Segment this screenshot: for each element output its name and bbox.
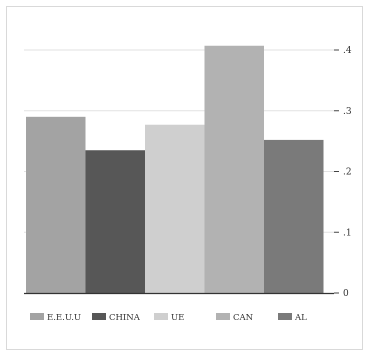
- legend-swatch: [216, 313, 230, 320]
- legend-label: AL: [294, 313, 307, 323]
- legend-swatch: [92, 313, 106, 320]
- bar-al: [264, 139, 324, 293]
- y-tick-label: .4: [343, 46, 352, 56]
- y-tick-label: 0: [343, 289, 349, 299]
- bar-ue: [145, 124, 205, 293]
- legend-label: CAN: [233, 313, 254, 323]
- y-tick-label: .2: [343, 168, 352, 178]
- bar-eeuu: [26, 116, 86, 293]
- legend-label: E.E.U.U: [47, 313, 81, 323]
- legend-label: UE: [171, 313, 184, 323]
- legend-swatch: [154, 313, 168, 320]
- bar-can: [204, 45, 264, 294]
- legend: E.E.U.U CHINA UE CAN AL: [30, 313, 307, 323]
- legend-label: CHINA: [109, 313, 141, 323]
- y-tick-label: .3: [343, 107, 352, 117]
- y-tick-label: .1: [343, 228, 352, 238]
- y-axis-ticks: 0 .1 .2 .3 .4: [334, 46, 352, 299]
- legend-swatch: [278, 313, 292, 320]
- bar-china: [85, 150, 145, 293]
- bars: [26, 45, 324, 294]
- legend-swatch: [30, 313, 44, 320]
